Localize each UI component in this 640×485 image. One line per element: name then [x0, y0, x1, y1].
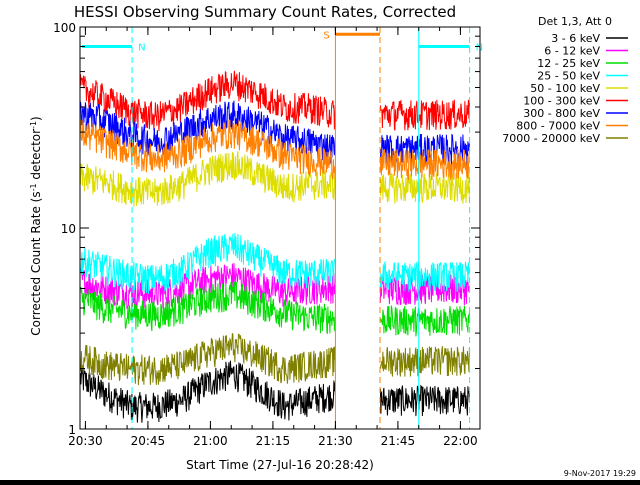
x-tick-label-2: 21:00 — [193, 434, 228, 448]
legend-label-3: 25 - 50 keV — [537, 70, 600, 83]
y-axis-label-mid: detector — [29, 129, 43, 184]
series-line-300-800-kev-before — [79, 100, 336, 164]
chart-title: HESSI Observing Summary Count Rates, Cor… — [74, 3, 456, 21]
series-line-100-300-kev-after — [379, 99, 470, 131]
series-line-7000-20000-kev-after — [379, 346, 470, 377]
annotation-label-1: N — [476, 42, 483, 53]
series-line-50-100-kev-before — [79, 151, 336, 207]
series-line-25-50-kev-before — [79, 232, 336, 294]
y-tick-label-2: 100 — [53, 21, 76, 35]
legend-label-5: 100 - 300 keV — [523, 95, 600, 108]
series-line-25-50-kev-after — [379, 260, 470, 293]
legend-header: Det 1,3, Att 0 — [538, 15, 612, 28]
legend-label-2: 12 - 25 keV — [537, 57, 600, 70]
x-tick-label-0: 20:30 — [68, 434, 103, 448]
data-gap — [335, 27, 380, 429]
y-axis-label: Corrected Count Rate (s-1 detector-1) — [29, 116, 44, 335]
x-tick-label-1: 20:45 — [131, 434, 166, 448]
series-line-12-25-kev-before — [79, 281, 336, 335]
series-line-6-12-kev-after — [379, 272, 470, 306]
annotation-label-0: N — [138, 42, 145, 53]
series-line-12-25-kev-after — [379, 305, 470, 337]
series-line-3-6-kev-after — [379, 384, 470, 417]
legend-label-4: 50 - 100 keV — [530, 82, 600, 95]
series-line-7000-20000-kev-before — [79, 333, 336, 386]
series-line-800-7000-kev-before — [79, 119, 336, 180]
timestamp: 9-Nov-2017 19:29 — [564, 469, 636, 478]
x-tick-label-4: 21:30 — [318, 434, 353, 448]
legend-label-8: 7000 - 20000 keV — [502, 132, 600, 145]
series-line-3-6-kev-before — [79, 360, 336, 423]
legend-label-0: 3 - 6 keV — [551, 32, 600, 45]
legend-label-6: 300 - 800 keV — [523, 107, 600, 120]
y-axis-label-sup1: -1 — [29, 183, 38, 191]
y-axis-label-end: ) — [29, 116, 43, 121]
plot-area: N N S 1 10 100 20:30 20:45 21:00 21:15 21:30 21:45 2… — [53, 21, 483, 448]
annotation-label-2: S — [323, 30, 329, 41]
legend-label-7: 800 - 7000 keV — [516, 120, 600, 133]
legend-label-1: 6 - 12 keV — [544, 45, 600, 58]
x-axis-label: Start Time (27-Jul-16 20:28:42) — [186, 458, 374, 472]
y-tick-label-0: 1 — [68, 423, 76, 437]
y-tick-label-1: 10 — [61, 222, 76, 236]
series-line-50-100-kev-after — [379, 172, 470, 204]
x-tick-label-6: 22:00 — [443, 434, 478, 448]
series-line-800-7000-kev-after — [379, 148, 470, 181]
x-tick-label-5: 21:45 — [381, 434, 416, 448]
series-line-100-300-kev-before — [79, 70, 336, 132]
x-tick-label-3: 21:15 — [256, 434, 291, 448]
y-axis-label-main: Corrected Count Rate (s — [29, 191, 43, 335]
y-axis-label-sup2: -1 — [29, 121, 38, 129]
